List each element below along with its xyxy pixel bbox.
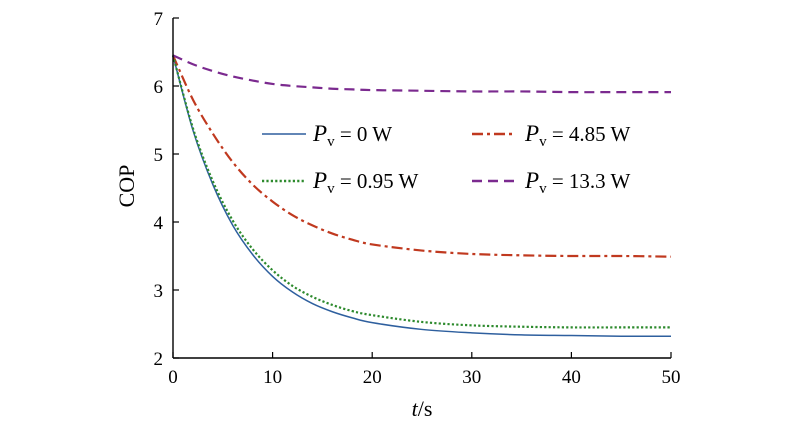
series-line-2 <box>171 54 672 258</box>
x-axis-variable: t <box>412 396 419 421</box>
series-line-3 <box>171 55 671 329</box>
x-tick-label: 0 <box>168 367 178 388</box>
x-tick-label: 50 <box>662 367 681 388</box>
legend-label-3: Pv = 0.95 W <box>312 168 419 197</box>
x-tick-label: 20 <box>363 367 382 388</box>
legend-label-4: Pv = 13.3 W <box>524 168 631 197</box>
legend: Pv = 0 W Pv = 4.85 W Pv = 0.95 W Pv = 13.3 … <box>262 121 631 197</box>
axes <box>172 17 672 359</box>
x-tick-label: 40 <box>562 367 581 388</box>
x-axis-unit: /s <box>418 396 433 421</box>
y-tick-label: 3 <box>154 281 164 302</box>
x-axis-label: t/s <box>412 396 433 421</box>
x-tick-label: 30 <box>462 367 481 388</box>
legend-label-1: Pv = 0 W <box>312 121 392 150</box>
y-tick-label: 6 <box>154 77 164 98</box>
series-line-4 <box>172 54 671 94</box>
y-tick-label: 4 <box>154 213 164 234</box>
tick-labels: 0 10 20 30 40 50 2 3 4 5 6 7 <box>154 9 681 388</box>
y-tick-label: 2 <box>154 349 164 370</box>
x-tick-label: 10 <box>263 367 282 388</box>
y-tick-label: 5 <box>154 145 164 166</box>
y-axis-label: COP <box>114 165 139 208</box>
series-line-1 <box>172 55 672 338</box>
legend-label-2: Pv = 4.85 W <box>524 121 631 150</box>
plot-area <box>171 54 672 338</box>
y-tick-label: 7 <box>154 9 164 30</box>
